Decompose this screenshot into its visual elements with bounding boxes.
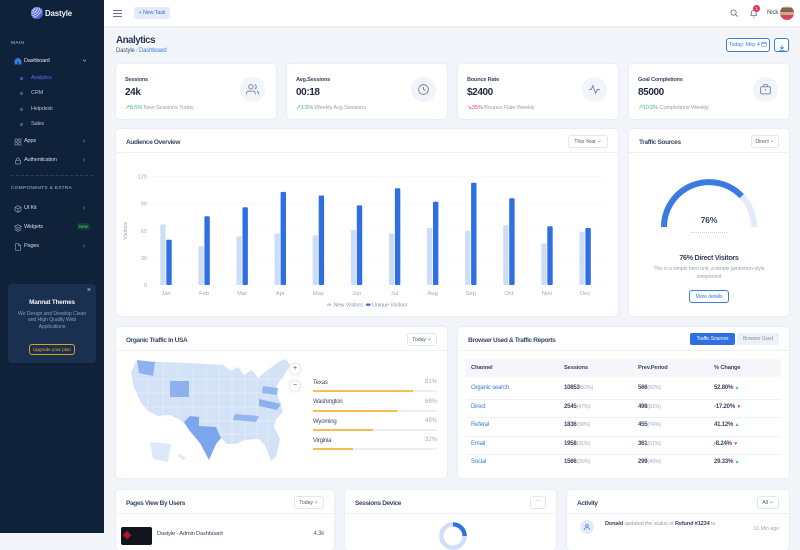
svg-text:60: 60 <box>141 229 147 235</box>
svg-text:Mar: Mar <box>237 291 247 297</box>
svg-text:Apr: Apr <box>276 291 285 297</box>
svg-text:Feb: Feb <box>199 291 209 297</box>
svg-text:Dec: Dec <box>580 291 590 297</box>
svg-text:Jan: Jan <box>161 291 170 297</box>
svg-text:90: 90 <box>141 202 147 208</box>
svg-text:Jun: Jun <box>352 291 361 297</box>
svg-text:May: May <box>313 291 324 297</box>
svg-text:Sep: Sep <box>466 291 476 297</box>
svg-text:Unique Visitors: Unique Visitors <box>372 303 408 309</box>
svg-text:120: 120 <box>138 175 147 181</box>
svg-text:Visitors: Visitors <box>123 222 129 240</box>
svg-text:Nov: Nov <box>542 291 552 297</box>
svg-text:Oct: Oct <box>504 291 513 297</box>
svg-text:30: 30 <box>141 256 147 262</box>
svg-text:New Visitors: New Visitors <box>334 303 364 309</box>
svg-text:Jul: Jul <box>391 291 398 297</box>
svg-text:0: 0 <box>144 283 147 289</box>
svg-text:Aug: Aug <box>428 291 438 297</box>
